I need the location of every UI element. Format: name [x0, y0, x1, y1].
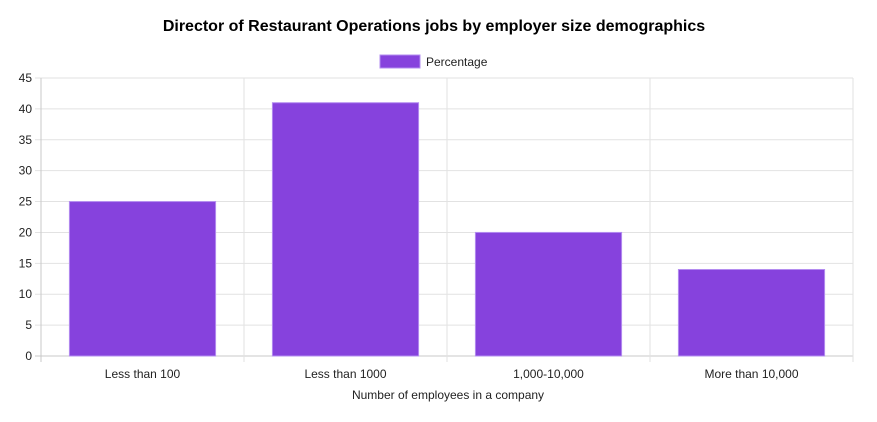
x-tick-label: More than 10,000 — [704, 367, 798, 381]
y-tick-label: 0 — [25, 349, 32, 363]
y-axis-ticks: 0 5 10 15 20 25 30 35 40 45 — [19, 71, 33, 363]
y-tick-label: 25 — [19, 195, 33, 209]
y-tick-label: 5 — [25, 318, 32, 332]
bar[interactable] — [271, 102, 420, 357]
y-tick-label: 40 — [19, 102, 33, 116]
y-tick-label: 35 — [19, 133, 33, 147]
x-axis-label: Number of employees in a company — [352, 388, 544, 402]
bars — [68, 102, 826, 357]
y-tick-label: 15 — [19, 256, 33, 270]
bar[interactable] — [677, 269, 826, 357]
y-tick-label: 30 — [19, 164, 33, 178]
bar[interactable] — [68, 201, 217, 357]
legend[interactable]: Percentage — [379, 54, 488, 69]
x-tick-label: Less than 1000 — [304, 367, 386, 381]
x-tick-label: 1,000-10,000 — [513, 367, 584, 381]
y-tick-label: 20 — [19, 225, 33, 239]
y-tick-label: 10 — [19, 287, 33, 301]
y-tick-label: 45 — [19, 71, 33, 85]
chart-title: Director of Restaurant Operations jobs b… — [163, 18, 705, 35]
legend-swatch-percentage — [379, 54, 421, 69]
x-tick-label: Less than 100 — [105, 367, 181, 381]
legend-label-percentage: Percentage — [426, 55, 488, 69]
x-axis-ticks: Less than 100 Less than 1000 1,000-10,000 M… — [105, 367, 799, 381]
bar[interactable] — [474, 231, 623, 357]
